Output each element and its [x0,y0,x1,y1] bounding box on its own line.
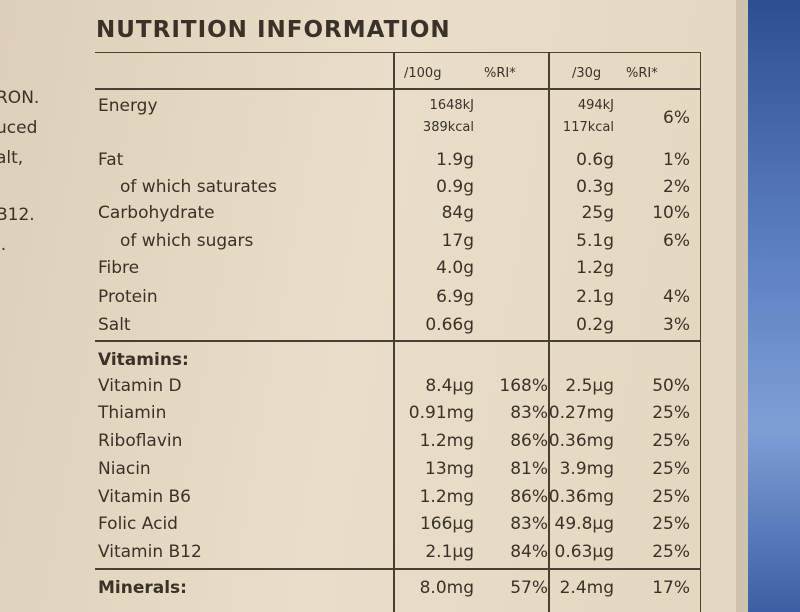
row-label: Energy [98,96,158,116]
row-label: Salt [98,315,131,335]
cell: 1648kJ [429,98,474,113]
cell: 2.5µg [565,376,614,396]
cell: 25% [652,542,690,562]
cell: 17g [441,231,474,251]
row-label: of which sugars [120,231,254,251]
row-label: Vitamin D [98,376,182,396]
cell: 86% [510,431,548,451]
cell: 494kJ [577,98,614,113]
cell: 10% [652,203,690,223]
cell: 2.1µg [425,542,474,562]
row-label: Vitamins: [98,350,189,370]
cell: 8.0mg [419,578,474,598]
side-text: RON. [0,88,40,108]
cell: 0.9g [436,177,474,197]
cell: 3.9mg [559,459,614,479]
cell: 17% [652,578,690,598]
cell: 1.2mg [419,431,474,451]
cell: 84% [510,542,548,562]
side-text: l. [0,235,7,255]
cell: 389kcal [422,120,474,135]
rule [95,88,701,90]
row-label: Vitamin B12 [98,542,202,562]
cell: 0.3g [576,177,614,197]
column-rule [700,53,701,612]
cell: 6.9g [436,287,474,307]
cell: 84g [441,203,474,223]
cell: 0.91mg [408,403,474,423]
row-label: Protein [98,287,158,307]
rule [95,340,701,342]
side-text: uced [0,118,38,138]
cell: 1% [663,150,690,170]
cell: 5.1g [576,231,614,251]
column-rule [548,53,550,612]
background-blue [748,0,800,612]
rule [95,52,701,53]
cell: 25% [652,403,690,423]
cell: 0.6g [576,150,614,170]
cell: 25% [652,431,690,451]
side-text: B12. [0,205,35,225]
cell: 50% [652,376,690,396]
column-header: /30g [572,66,602,81]
cell: 83% [510,514,548,534]
cell: 1.2g [576,258,614,278]
cell: 25g [581,203,614,223]
cell: 0.36mg [548,431,614,451]
column-rule [393,53,395,612]
cell: 4% [663,287,690,307]
cell: 0.66g [425,315,474,335]
row-label: Carbohydrate [98,203,215,223]
cell: 6% [663,231,690,251]
cell: 3% [663,315,690,335]
cell: 168% [499,376,548,396]
row-label: Thiamin [98,403,167,423]
column-header: %RI* [626,66,658,81]
row-label: Fibre [98,258,140,278]
cell: 0.27mg [548,403,614,423]
cell: 2% [663,177,690,197]
cell: 81% [510,459,548,479]
cell: 0.2g [576,315,614,335]
cell: 4.0g [436,258,474,278]
cell: 0.36mg [548,487,614,507]
cell: 25% [652,459,690,479]
column-header: %RI* [484,66,516,81]
cell: 83% [510,403,548,423]
cell: 1.9g [436,150,474,170]
column-header: /100g [404,66,442,81]
cell: 2.4mg [559,578,614,598]
row-label: of which saturates [120,177,277,197]
title: NUTRITION INFORMATION [96,17,451,43]
cell: 2.1g [576,287,614,307]
side-text: alt, [0,148,24,168]
row-label: Vitamin B6 [98,487,192,507]
cell: 6% [663,108,690,128]
cell: 57% [510,578,548,598]
cell: 25% [652,514,690,534]
cell: 166µg [419,514,474,534]
cell: 13mg [425,459,474,479]
cell: 86% [510,487,548,507]
cell: 1.2mg [419,487,474,507]
rule [95,568,701,570]
row-label: Riboflavin [98,431,183,451]
box-edge [736,0,748,612]
cell: 117kcal [562,120,614,135]
row-label: Folic Acid [98,514,178,534]
row-label: Niacin [98,459,151,479]
row-label: Fat [98,150,124,170]
row-label: Minerals: [98,578,187,598]
cell: 0.63µg [554,542,614,562]
cell: 8.4µg [425,376,474,396]
cell: 25% [652,487,690,507]
cell: 49.8µg [554,514,614,534]
